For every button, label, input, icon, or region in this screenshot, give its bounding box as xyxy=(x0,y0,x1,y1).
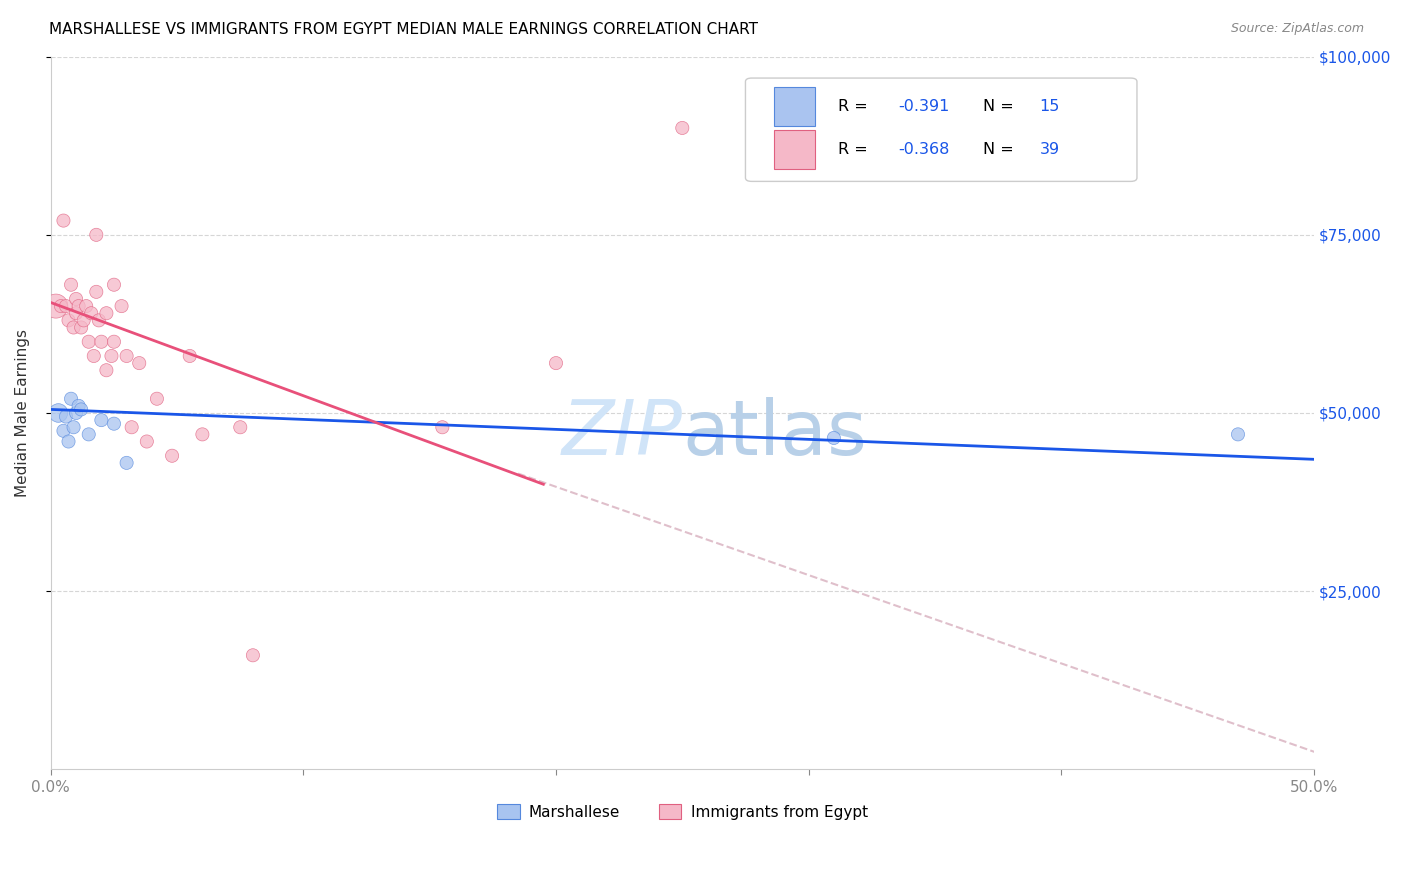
Point xyxy=(115,456,138,470)
Point xyxy=(80,306,103,320)
Text: 15: 15 xyxy=(1039,99,1060,114)
Point xyxy=(52,424,75,438)
Point xyxy=(96,363,118,377)
Point xyxy=(103,277,125,292)
Point xyxy=(48,406,70,420)
Point xyxy=(58,313,80,327)
Point xyxy=(60,277,83,292)
Point xyxy=(121,420,143,434)
Point xyxy=(58,434,80,449)
Point xyxy=(432,420,454,434)
Point xyxy=(100,349,122,363)
Text: N =: N = xyxy=(983,142,1019,157)
Point xyxy=(49,299,72,313)
Text: -0.368: -0.368 xyxy=(898,142,949,157)
Point xyxy=(75,299,97,313)
Point xyxy=(160,449,183,463)
Text: ZIP: ZIP xyxy=(561,397,682,471)
Point xyxy=(103,417,125,431)
Point xyxy=(179,349,201,363)
Point xyxy=(128,356,150,370)
Point xyxy=(90,413,112,427)
Text: R =: R = xyxy=(838,99,873,114)
Point xyxy=(60,392,83,406)
Point xyxy=(65,306,87,320)
FancyBboxPatch shape xyxy=(775,87,815,126)
Point xyxy=(87,313,110,327)
Point xyxy=(103,334,125,349)
Point xyxy=(67,299,90,313)
Point xyxy=(823,431,845,445)
Point xyxy=(73,313,96,327)
Point xyxy=(90,334,112,349)
Point xyxy=(84,285,107,299)
Point xyxy=(671,120,693,135)
Point xyxy=(77,334,100,349)
Point xyxy=(55,299,77,313)
Point xyxy=(67,399,90,413)
Point xyxy=(115,349,138,363)
Point xyxy=(135,434,157,449)
Point xyxy=(65,406,87,420)
Point xyxy=(55,409,77,424)
Point xyxy=(62,320,84,334)
Point xyxy=(229,420,252,434)
Point xyxy=(62,420,84,434)
Legend: Marshallese, Immigrants from Egypt: Marshallese, Immigrants from Egypt xyxy=(491,797,875,826)
Point xyxy=(70,402,93,417)
Point xyxy=(65,292,87,306)
Text: R =: R = xyxy=(838,142,873,157)
Point xyxy=(1227,427,1250,442)
Point xyxy=(77,427,100,442)
Point xyxy=(52,213,75,227)
Point xyxy=(146,392,169,406)
Point xyxy=(110,299,132,313)
FancyBboxPatch shape xyxy=(775,129,815,169)
Text: Source: ZipAtlas.com: Source: ZipAtlas.com xyxy=(1230,22,1364,36)
Point xyxy=(242,648,264,663)
Y-axis label: Median Male Earnings: Median Male Earnings xyxy=(15,329,30,497)
Text: MARSHALLESE VS IMMIGRANTS FROM EGYPT MEDIAN MALE EARNINGS CORRELATION CHART: MARSHALLESE VS IMMIGRANTS FROM EGYPT MED… xyxy=(49,22,758,37)
Text: atlas: atlas xyxy=(682,397,868,471)
Text: 39: 39 xyxy=(1039,142,1060,157)
Point xyxy=(70,320,93,334)
Text: -0.391: -0.391 xyxy=(898,99,949,114)
Point xyxy=(544,356,567,370)
Point xyxy=(45,299,67,313)
Point xyxy=(96,306,118,320)
Point xyxy=(83,349,105,363)
Point xyxy=(84,227,107,242)
Point xyxy=(191,427,214,442)
Text: N =: N = xyxy=(983,99,1019,114)
FancyBboxPatch shape xyxy=(745,78,1137,181)
